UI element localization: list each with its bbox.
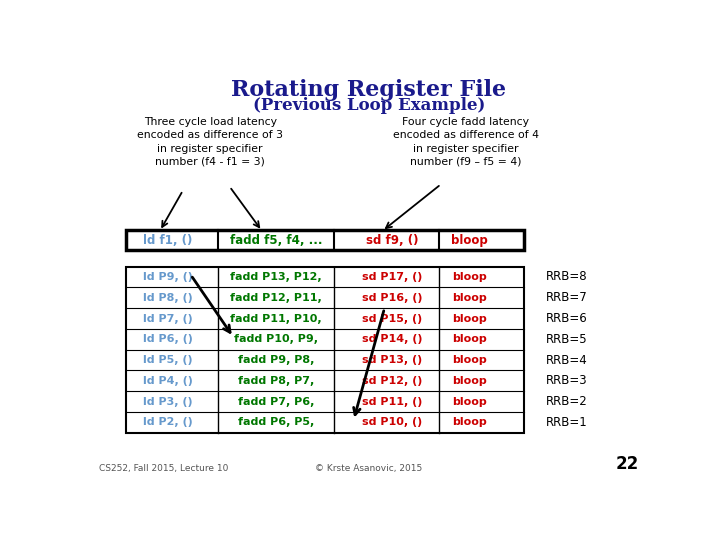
- Text: ld P9, (): ld P9, (): [143, 272, 192, 282]
- Text: RRB=8: RRB=8: [546, 271, 588, 284]
- Text: Rotating Register File: Rotating Register File: [231, 79, 507, 100]
- Text: bloop: bloop: [452, 355, 487, 365]
- Text: sd P14, (): sd P14, (): [362, 334, 423, 345]
- Text: fadd P12, P11,: fadd P12, P11,: [230, 293, 322, 303]
- Text: fadd P10, P9,: fadd P10, P9,: [234, 334, 318, 345]
- Text: bloop: bloop: [451, 234, 488, 247]
- Text: sd P12, (): sd P12, (): [362, 376, 423, 386]
- Text: fadd P11, P10,: fadd P11, P10,: [230, 314, 322, 323]
- Bar: [127, 231, 524, 251]
- Text: fadd P13, P12,: fadd P13, P12,: [230, 272, 322, 282]
- Text: RRB=7: RRB=7: [546, 291, 588, 304]
- Text: RRB=4: RRB=4: [546, 354, 588, 367]
- Text: ld P2, (): ld P2, (): [143, 417, 192, 428]
- Text: bloop: bloop: [452, 314, 487, 323]
- Text: bloop: bloop: [452, 376, 487, 386]
- Text: bloop: bloop: [452, 397, 487, 407]
- Text: sd f9, (): sd f9, (): [366, 234, 418, 247]
- Text: ld P5, (): ld P5, (): [143, 355, 192, 365]
- Text: fadd P8, P7,: fadd P8, P7,: [238, 376, 314, 386]
- Text: fadd P6, P5,: fadd P6, P5,: [238, 417, 314, 428]
- Text: RRB=2: RRB=2: [546, 395, 588, 408]
- Text: Three cycle load latency
encoded as difference of 3
in register specifier
number: Three cycle load latency encoded as diff…: [137, 117, 283, 167]
- Text: sd P17, (): sd P17, (): [362, 272, 423, 282]
- Text: fadd f5, f4, ...: fadd f5, f4, ...: [230, 234, 323, 247]
- Text: sd P16, (): sd P16, (): [362, 293, 423, 303]
- Text: bloop: bloop: [452, 293, 487, 303]
- Text: ld P6, (): ld P6, (): [143, 334, 192, 345]
- Text: RRB=3: RRB=3: [546, 374, 588, 387]
- Text: CS252, Fall 2015, Lecture 10: CS252, Fall 2015, Lecture 10: [99, 464, 229, 473]
- Text: ld P7, (): ld P7, (): [143, 314, 192, 323]
- Text: sd P13, (): sd P13, (): [362, 355, 423, 365]
- Text: sd P10, (): sd P10, (): [362, 417, 423, 428]
- Text: Four cycle fadd latency
encoded as difference of 4
in register specifier
number : Four cycle fadd latency encoded as diffe…: [393, 117, 539, 167]
- Text: ld f1, (): ld f1, (): [143, 234, 192, 247]
- Bar: [127, 267, 524, 433]
- Text: ld P4, (): ld P4, (): [143, 376, 192, 386]
- Text: fadd P7, P6,: fadd P7, P6,: [238, 397, 314, 407]
- Text: sd P11, (): sd P11, (): [362, 397, 423, 407]
- Text: fadd P9, P8,: fadd P9, P8,: [238, 355, 314, 365]
- Text: bloop: bloop: [452, 334, 487, 345]
- Text: RRB=5: RRB=5: [546, 333, 588, 346]
- Text: (Previous Loop Example): (Previous Loop Example): [253, 97, 485, 114]
- Text: ld P3, (): ld P3, (): [143, 397, 192, 407]
- Text: bloop: bloop: [452, 417, 487, 428]
- Text: ld P8, (): ld P8, (): [143, 293, 192, 303]
- Text: bloop: bloop: [452, 272, 487, 282]
- Text: 22: 22: [616, 455, 639, 473]
- Text: RRB=1: RRB=1: [546, 416, 588, 429]
- Text: sd P15, (): sd P15, (): [362, 314, 423, 323]
- Text: RRB=6: RRB=6: [546, 312, 588, 325]
- Text: © Krste Asanovic, 2015: © Krste Asanovic, 2015: [315, 464, 423, 473]
